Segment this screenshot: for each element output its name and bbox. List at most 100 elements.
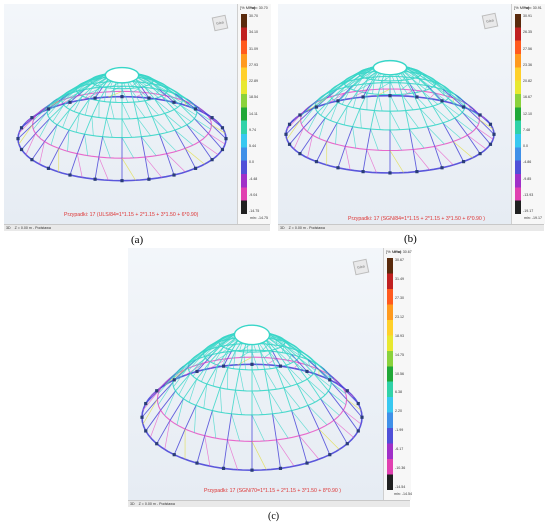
dome-meridian [442, 122, 454, 142]
dome-diagonal [476, 127, 494, 140]
dome-diagonal [133, 86, 142, 92]
dome-diagonal [450, 93, 465, 104]
dome-diagonal [335, 122, 338, 145]
dome-model-c [140, 324, 364, 472]
dome-diagonal [377, 94, 383, 112]
dome-diagonal [419, 75, 436, 85]
panel-b: Góra Przypadki: 17 (SGN/84=1*1.15 + 2*1.… [278, 4, 545, 231]
scale-tick-label: 30.70 [249, 14, 258, 18]
dome-diagonal [372, 79, 375, 94]
support-node [284, 132, 288, 136]
dome-diagonal [148, 76, 159, 83]
dome-diagonal [350, 89, 368, 99]
dome-diagonal [204, 435, 211, 467]
view-cube-c[interactable]: Góra [352, 258, 370, 276]
status-mode-b[interactable]: 3D [280, 226, 285, 230]
dome-meridian [405, 79, 414, 94]
support-node [120, 179, 124, 183]
dome-diagonal [422, 90, 439, 105]
dome-diagonal [98, 156, 109, 181]
dome-diagonal [144, 156, 163, 178]
status-level-a[interactable]: Z = 0.00 m - Podstawa [14, 226, 51, 230]
dome-diagonal [429, 88, 446, 101]
dome-diagonal [389, 80, 397, 95]
dome-meridian [366, 128, 372, 150]
dome-diagonal [73, 95, 83, 112]
color-scale-c: [% MPa] max: 30.67 30.67 31.49 27.30 23.12 1… [383, 248, 412, 500]
dome-meridian [49, 104, 65, 119]
support-node [19, 147, 24, 152]
support-node [356, 429, 360, 433]
support-node [68, 100, 72, 104]
view-cube-b[interactable]: Góra [481, 12, 499, 30]
dome-diagonal [268, 389, 283, 413]
dome-meridian [346, 90, 359, 107]
dome-diagonal [25, 133, 36, 155]
dome-meridian [454, 94, 468, 105]
dome-meridian [217, 348, 230, 366]
viewport-c[interactable]: Góra Przypadki: 17 (SGN/70=1*1.15 + 2*1.… [128, 248, 383, 500]
scale-tick-label: -6.17 [395, 447, 404, 452]
support-node [250, 468, 254, 472]
dome-diagonal [370, 128, 379, 151]
support-node [314, 105, 319, 109]
dome-diagonal [121, 102, 131, 119]
dome-meridian [141, 398, 158, 418]
scale-tick-label: 18.54 [249, 95, 258, 100]
scale-tick-label: 7.48 [523, 127, 530, 132]
dome-diagonal [313, 373, 331, 388]
status-bar-a: 3D Z = 0.00 m - Podstawa [4, 224, 270, 231]
scale-tick-label: 20.82 [523, 79, 532, 83]
dome-diagonal [203, 339, 221, 352]
dome-diagonal [275, 348, 291, 364]
dome-diagonal [299, 435, 320, 460]
scale-unit-a: [% MPa] [240, 5, 256, 10]
dome-meridian [137, 81, 142, 88]
dome-meridian [174, 129, 186, 149]
dome-meridian [175, 373, 191, 392]
view-cube-a[interactable]: Góra [211, 14, 229, 32]
scale-tick-label: -9.04 [249, 192, 258, 197]
status-level-b[interactable]: Z = 0.00 m - Podstawa [288, 226, 325, 230]
dome-diagonal [442, 102, 460, 116]
dome-meridian [144, 100, 153, 117]
dome-meridian [105, 101, 111, 119]
dome-meridian [337, 146, 346, 168]
support-node [221, 466, 226, 470]
dome-meridian [156, 420, 171, 444]
dome-diagonal [52, 104, 65, 122]
dome-diagonal [121, 137, 134, 159]
dome-diagonal [194, 118, 211, 130]
dome-diagonal [174, 109, 192, 123]
dome-meridian [235, 369, 240, 391]
dome-meridian [194, 118, 209, 134]
dome-diagonal [343, 409, 362, 425]
dome-diagonal [221, 335, 236, 347]
dome-diagonal [106, 118, 113, 138]
status-level-c[interactable]: Z = 0.00 m - Podstawa [138, 502, 175, 506]
dome-diagonal [260, 351, 271, 369]
dome-diagonal [366, 149, 377, 173]
dome-meridian [467, 104, 481, 116]
dome-meridian [416, 76, 430, 90]
dome-meridian [362, 149, 368, 172]
dome-meridian [196, 435, 206, 464]
dome-diagonal [155, 89, 160, 95]
dome-diagonal [102, 136, 111, 159]
dome-diagonal [203, 383, 208, 409]
dome-diagonal [231, 413, 240, 442]
dome-diagonal [307, 359, 310, 366]
support-node [195, 369, 199, 374]
support-node [172, 453, 176, 457]
viewport-a[interactable]: Góra Przypadki: 17 (ULS/84=1*1.15 + 2*1.… [4, 4, 237, 224]
support-node [461, 105, 466, 109]
dome-meridian [268, 350, 277, 368]
dome-diagonal [268, 350, 282, 367]
support-node [172, 378, 176, 382]
dome-diagonal [243, 351, 247, 370]
status-mode-a[interactable]: 3D [6, 226, 11, 230]
dome-meridian [313, 373, 329, 392]
viewport-b[interactable]: Góra Przypadki: 17 (SGN/84=1*1.15 + 2*1.… [278, 4, 511, 224]
status-mode-c[interactable]: 3D [130, 502, 135, 506]
dome-meridian [397, 80, 403, 95]
